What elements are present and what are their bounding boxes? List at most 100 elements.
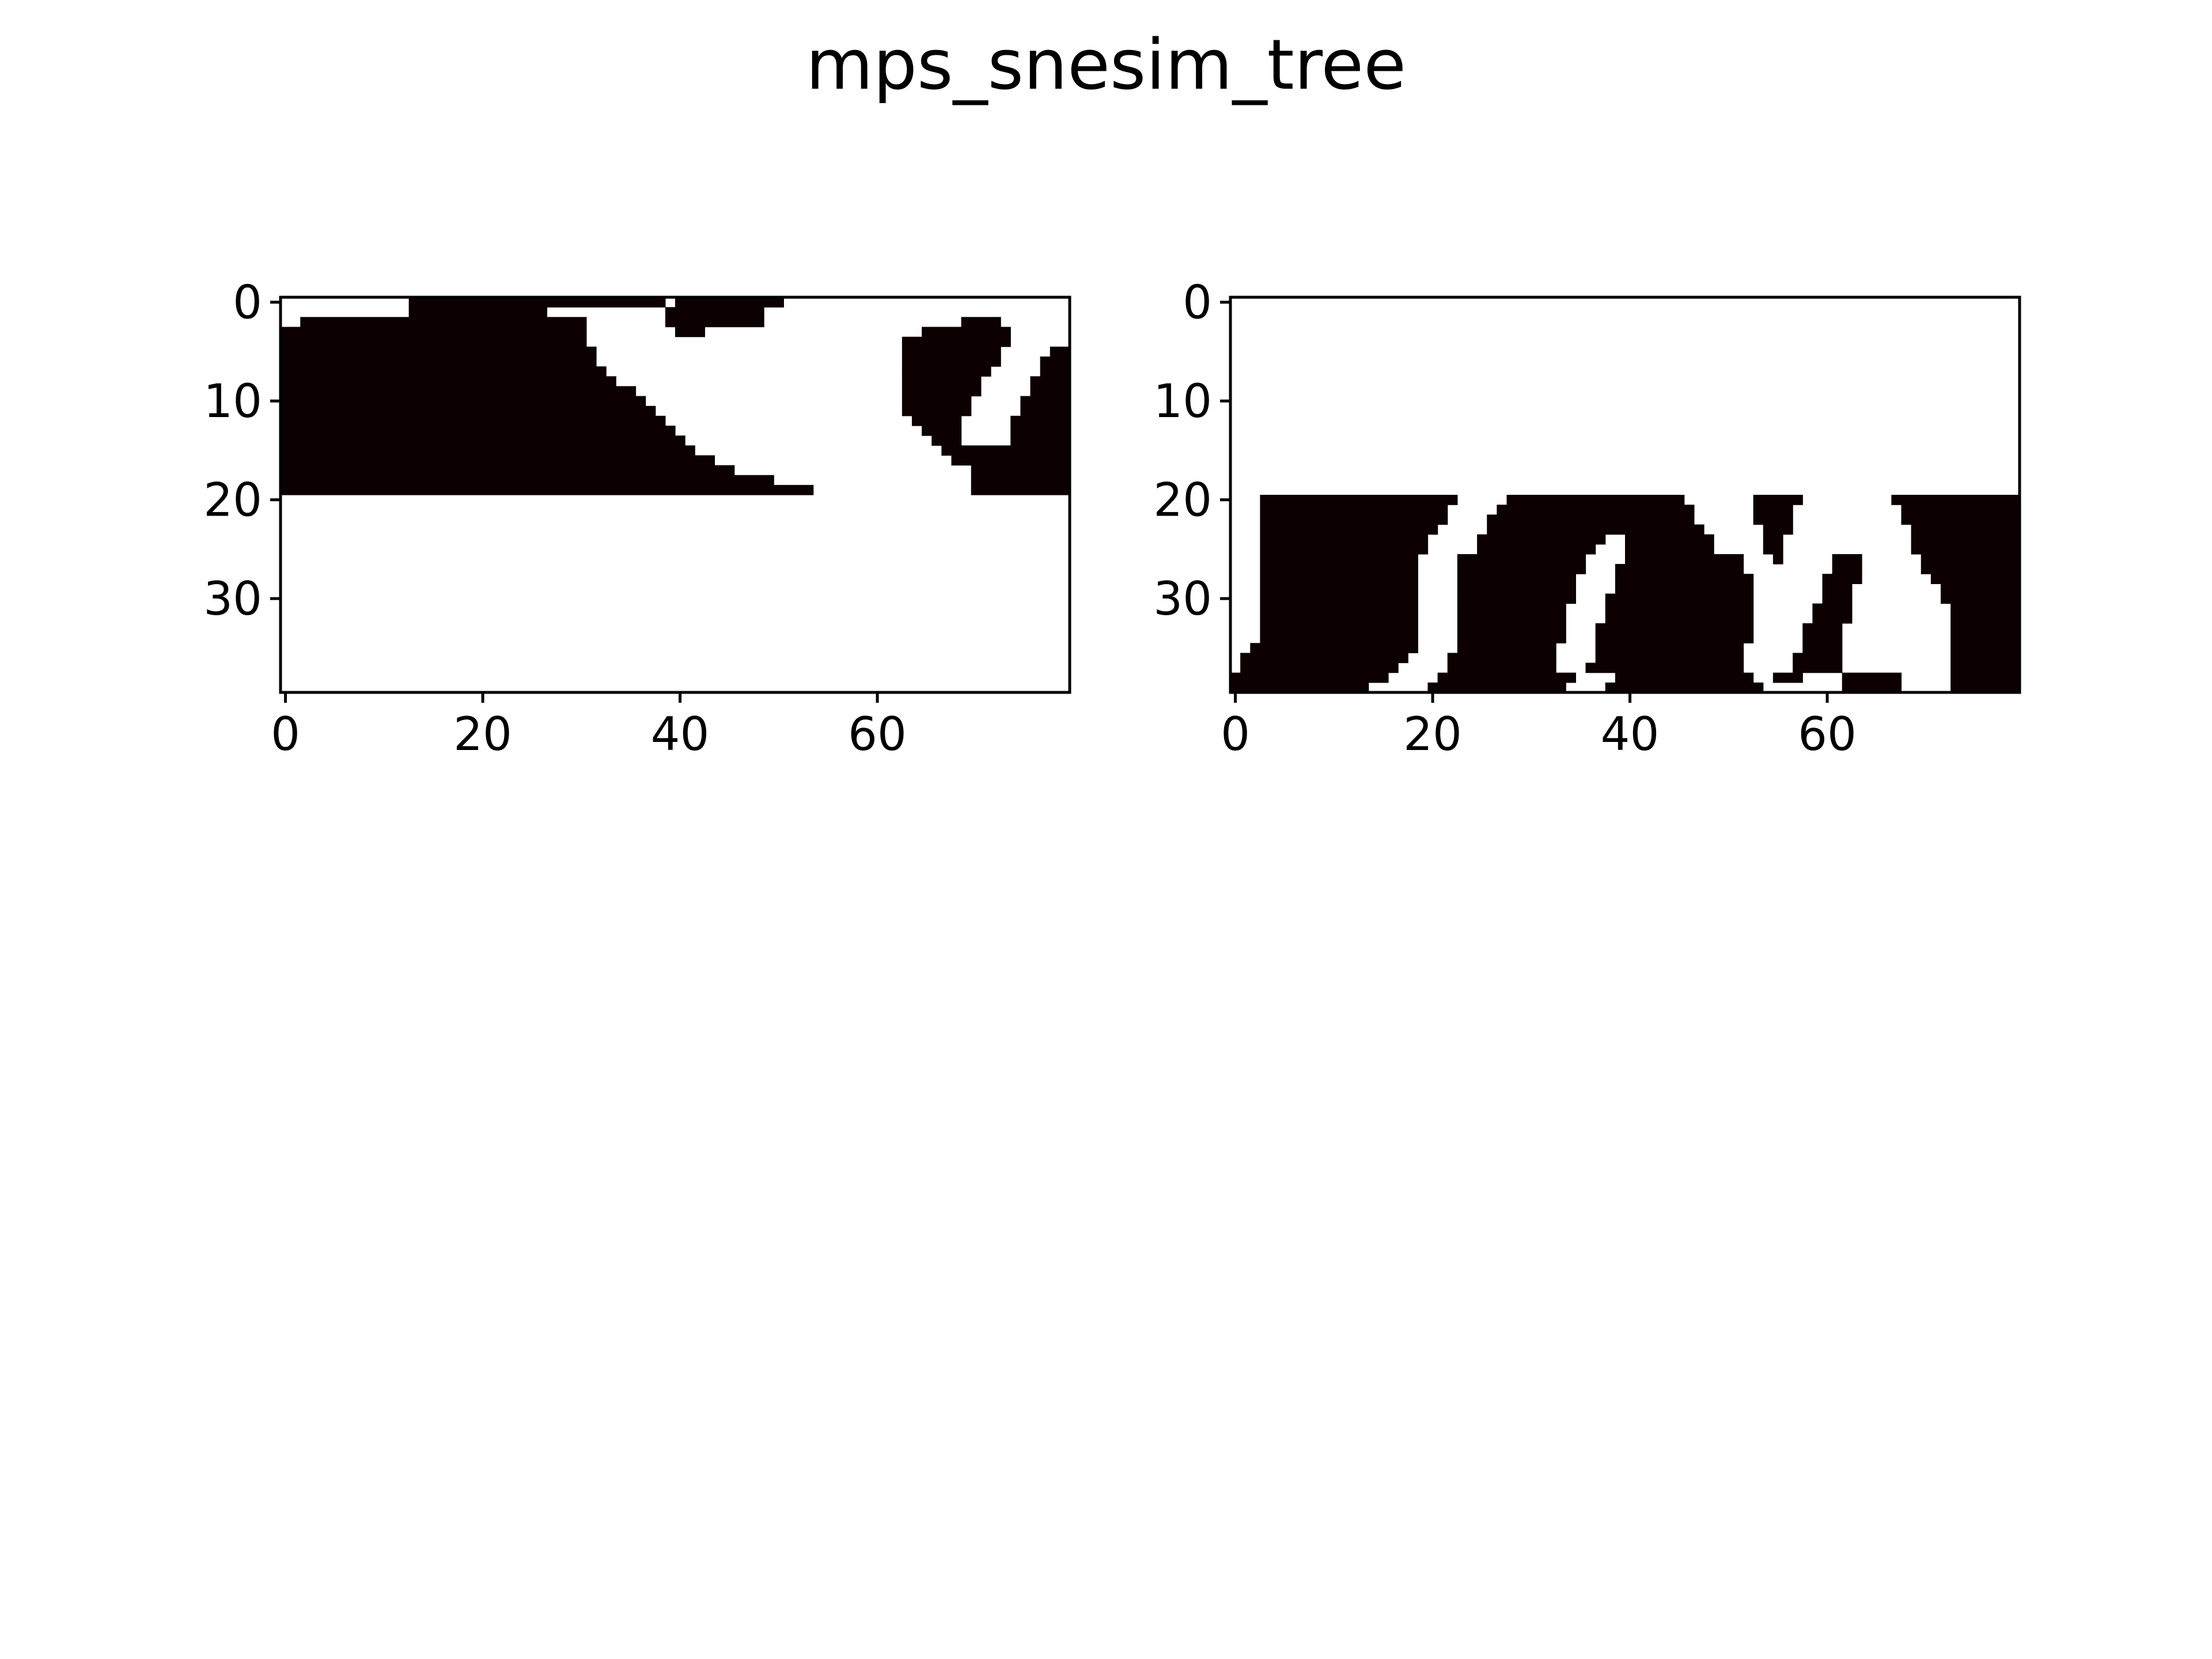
cell-run <box>281 386 637 397</box>
cell-run <box>1802 633 1843 643</box>
cell-run <box>1260 505 1448 515</box>
cell-run <box>1040 356 1070 367</box>
cell-run <box>1950 653 2020 664</box>
cell-run <box>1921 564 2020 574</box>
cell-run <box>1240 653 1408 664</box>
cell-run <box>1457 574 1576 584</box>
cell-run <box>281 336 587 347</box>
cell-run <box>971 465 1070 476</box>
cell-run <box>1901 514 2020 525</box>
cell-run <box>1615 672 1754 683</box>
cell-run <box>1477 534 1606 545</box>
y-tick-label: 30 <box>1153 572 1212 626</box>
cell-run <box>281 425 676 436</box>
cell-run <box>1901 505 2020 515</box>
figure-title: mps_snesim_tree <box>805 25 1407 105</box>
cell-run <box>281 346 597 357</box>
cell-run <box>1595 633 1754 643</box>
cell-run <box>408 297 666 308</box>
cell-run <box>1812 603 1853 614</box>
cell-run <box>1772 554 1783 565</box>
cell-run <box>1230 672 1389 683</box>
cell-run <box>281 366 607 377</box>
cell-run <box>1457 613 1566 624</box>
cell-run <box>1832 564 1862 574</box>
cell-run <box>1260 544 1429 555</box>
cell-run <box>281 455 715 466</box>
axes-frame <box>279 296 1071 694</box>
cell-run <box>1625 544 1714 555</box>
cell-run <box>1040 366 1070 377</box>
cell-run <box>1930 574 2020 584</box>
y-tick-label: 20 <box>1153 474 1212 527</box>
cell-run <box>941 445 1070 456</box>
cell-run <box>1802 623 1843 634</box>
cell-run <box>1763 524 1793 535</box>
cell-run <box>1260 554 1418 565</box>
cell-run <box>1585 662 1744 673</box>
cell-run <box>902 356 1001 367</box>
cell-run <box>902 396 972 407</box>
cell-run <box>1842 672 1902 683</box>
cell-run <box>1812 613 1853 624</box>
cell-run <box>951 455 1070 466</box>
cell-run <box>922 425 962 436</box>
cell-run <box>1941 593 2020 604</box>
cell-run <box>1020 396 1070 407</box>
cell-run <box>1250 643 1418 653</box>
cell-run <box>971 475 1070 486</box>
cell-run <box>1950 662 2020 673</box>
cell-run <box>1832 554 1862 565</box>
cell-run <box>1260 524 1438 535</box>
cell-run <box>1240 662 1399 673</box>
cell-run <box>1911 534 2020 545</box>
cell-run <box>281 415 666 426</box>
cell-run <box>1487 514 1695 525</box>
cell-run <box>1457 633 1566 643</box>
cell-run <box>1457 603 1566 614</box>
cell-run <box>1625 554 1744 565</box>
y-tick-label: 0 <box>1183 276 1212 329</box>
cell-run <box>1010 415 1070 426</box>
x-tick-label: 40 <box>651 707 710 761</box>
cell-run <box>1763 544 1783 555</box>
cell-run <box>1950 643 2020 653</box>
cell-run <box>1911 544 2020 555</box>
left-heatmap-panel: 0 20 40 60 0 10 20 30 <box>203 276 1071 761</box>
y-tick-label: 10 <box>1153 374 1212 428</box>
cell-run <box>281 396 646 407</box>
x-tick-label: 20 <box>1403 707 1462 761</box>
y-tick-label: 0 <box>233 276 262 329</box>
cell-run <box>922 327 1011 338</box>
cell-run <box>1595 643 1744 653</box>
cell-run <box>1487 524 1705 535</box>
cell-run <box>1950 603 2020 614</box>
axes-frame <box>1229 296 2021 694</box>
cell-run <box>1020 406 1070 416</box>
x-tick-label: 40 <box>1601 707 1660 761</box>
cell-run <box>300 317 587 328</box>
y-tick-label: 20 <box>203 474 262 527</box>
cell-run <box>1793 662 1843 673</box>
cell-run <box>1447 662 1556 673</box>
cell-run <box>1842 682 1902 693</box>
cell-run <box>1950 682 2020 693</box>
cell-run <box>1950 672 2020 683</box>
cell-run <box>1605 593 1754 604</box>
cell-run <box>1260 574 1418 584</box>
cell-run <box>281 435 685 446</box>
cell-run <box>1506 495 1685 505</box>
x-tick-label: 0 <box>1221 707 1250 761</box>
cell-run <box>1260 613 1418 624</box>
cell-run <box>1950 633 2020 643</box>
cell-run <box>1615 564 1744 574</box>
cell-run <box>281 376 616 387</box>
cell-run <box>1950 623 2020 634</box>
cell-run <box>281 475 774 486</box>
cell-run <box>1457 564 1586 574</box>
cell-run <box>1437 672 1576 683</box>
cell-run <box>1260 623 1418 634</box>
cell-run <box>961 317 1001 328</box>
cell-run <box>1802 643 1843 653</box>
cell-run <box>1793 653 1843 664</box>
